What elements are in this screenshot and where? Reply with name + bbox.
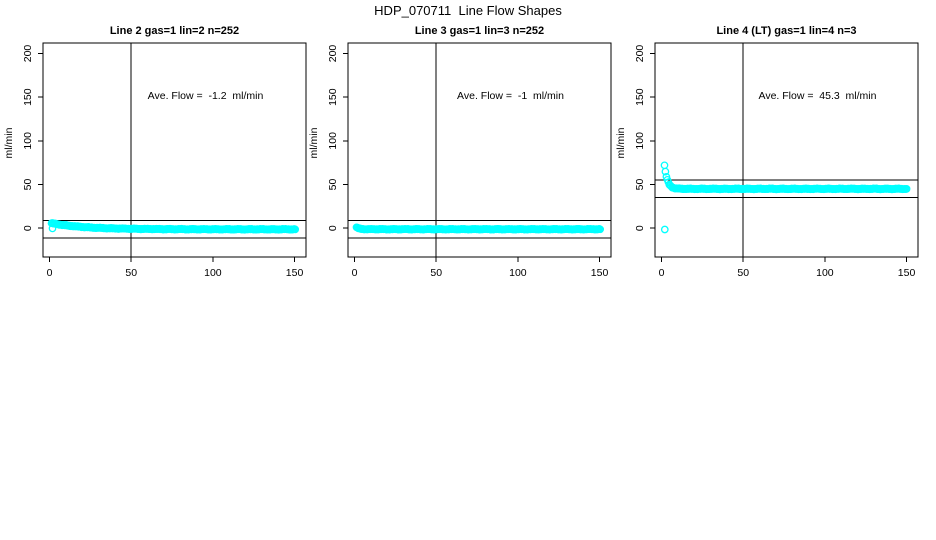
plot3-ave-flow-annotation: Ave. Flow = 45.3 ml/min xyxy=(758,90,877,102)
plot1-title: Line 2 gas=1 lin=2 n=252 xyxy=(109,25,240,37)
x-tick-label: 0 xyxy=(352,267,358,279)
x-tick-label: 150 xyxy=(898,267,916,279)
data-points xyxy=(47,219,300,234)
y-tick-label: 0 xyxy=(634,225,646,231)
plot-box xyxy=(42,42,307,258)
data-points xyxy=(660,161,911,234)
y-tick-label: 150 xyxy=(327,88,339,106)
plot2-ave-flow-annotation: Ave. Flow = -1 ml/min xyxy=(457,90,564,102)
x-tick-label: 150 xyxy=(286,267,304,279)
x-tick-label: 100 xyxy=(816,267,834,279)
x-tick-label: 100 xyxy=(204,267,222,279)
plot-box xyxy=(654,42,919,258)
data-points xyxy=(352,223,605,234)
y-tick-label: 100 xyxy=(634,132,646,150)
y-tick-label: 0 xyxy=(22,225,34,231)
x-tick-label: 50 xyxy=(125,267,137,279)
y-tick-label: 50 xyxy=(327,179,339,191)
plot-panel-1: 0 50 100 150 0 50 100 150 200 ml/min xyxy=(3,42,307,279)
y-tick-label: 100 xyxy=(327,132,339,150)
x-tick-label: 150 xyxy=(591,267,609,279)
outlier-point xyxy=(660,225,669,234)
data-point xyxy=(661,167,670,176)
y-axis-label: ml/min xyxy=(3,127,15,158)
outlier-point xyxy=(48,224,57,233)
y-tick-label: 150 xyxy=(22,88,34,106)
y-tick-label: 200 xyxy=(327,45,339,63)
data-point xyxy=(660,161,669,170)
y-axis-label: ml/min xyxy=(615,127,627,158)
y-tick-label: 50 xyxy=(634,179,646,191)
y-tick-label: 200 xyxy=(634,45,646,63)
plot2-title: Line 3 gas=1 lin=3 n=252 xyxy=(414,25,545,37)
y-tick-label: 100 xyxy=(22,132,34,150)
plot3-title: Line 4 (LT) gas=1 lin=4 n=3 xyxy=(716,25,857,37)
data-point xyxy=(596,225,605,234)
plot-box xyxy=(347,42,612,258)
data-point xyxy=(291,225,300,234)
y-tick-label: 150 xyxy=(634,88,646,106)
y-tick-label: 50 xyxy=(22,179,34,191)
x-tick-label: 50 xyxy=(737,267,749,279)
plot-panel-3: 0 50 100 150 0 50 100 150 200 ml/min xyxy=(615,42,919,279)
x-tick-label: 100 xyxy=(509,267,527,279)
x-tick-label: 50 xyxy=(430,267,442,279)
y-tick-label: 0 xyxy=(327,225,339,231)
x-tick-label: 0 xyxy=(659,267,665,279)
main-title: HDP_070711 Line Flow Shapes xyxy=(374,3,562,18)
data-point xyxy=(902,185,911,193)
plot1-ave-flow-annotation: Ave. Flow = -1.2 ml/min xyxy=(147,90,264,102)
plot-panel-2: 0 50 100 150 0 50 100 150 200 ml/min xyxy=(308,42,612,279)
y-tick-label: 200 xyxy=(22,45,34,63)
x-tick-label: 0 xyxy=(47,267,53,279)
y-axis-label: ml/min xyxy=(308,127,320,158)
